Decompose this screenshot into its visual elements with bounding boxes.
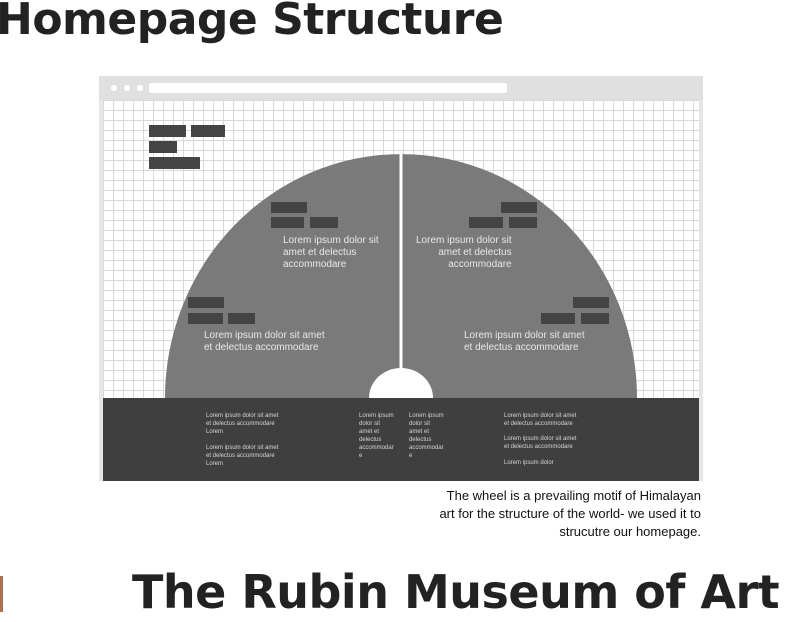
label-block	[271, 217, 304, 228]
wheel-section-bottom-right-text[interactable]: Lorem ipsum dolor sit amet et delectus a…	[464, 330, 585, 353]
homepage-wireframe-mockup: Lorem ipsum dolor sit amet et delectus a…	[99, 76, 703, 481]
label-block	[228, 313, 255, 324]
browser-toolbar	[99, 76, 703, 100]
mockup-caption: The wheel is a prevailing motif of Himal…	[439, 488, 701, 539]
footer-text: Lorem ipsum dolor sit amet et delectus a…	[206, 445, 279, 467]
label-block	[469, 217, 503, 228]
footer-text: Lorem ipsum dolor sit amet et delectus a…	[409, 413, 444, 459]
window-minimize-dot[interactable]	[124, 85, 130, 91]
site-footer-band: Lorem ipsum dolor sit amet et delectus a…	[103, 398, 699, 481]
wireframe-grid-canvas: Lorem ipsum dolor sit amet et delectus a…	[103, 100, 699, 481]
label-block	[310, 217, 338, 228]
page-title: Homepage Structure	[0, 0, 504, 45]
label-block	[501, 202, 537, 213]
wheel-section-bottom-left-text[interactable]: Lorem ipsum dolor sit amet et delectus a…	[204, 330, 325, 353]
label-block	[541, 313, 575, 324]
label-block	[573, 297, 609, 308]
window-maximize-dot[interactable]	[137, 85, 143, 91]
wheel-section-top-left-text[interactable]: Lorem ipsum dolor sit amet et delectus a…	[283, 235, 379, 270]
page-edge-mark	[0, 576, 3, 612]
wheel-hub	[369, 368, 433, 398]
footer-text: Lorem ipsum dolor sit amet et delectus a…	[504, 436, 577, 450]
label-block	[188, 297, 224, 308]
footer-title: The Rubin Museum of Art	[132, 565, 780, 619]
window-close-dot[interactable]	[111, 85, 117, 91]
logo-block	[149, 125, 186, 137]
label-block	[271, 202, 307, 213]
logo-block	[149, 157, 200, 169]
address-bar[interactable]	[149, 83, 507, 93]
label-block	[188, 313, 223, 324]
logo-block	[149, 141, 177, 153]
label-block	[581, 313, 609, 324]
footer-text: Lorem ipsum dolor sit amet et delectus a…	[206, 413, 279, 435]
wheel-section-top-right-text[interactable]: Lorem ipsum dolor sit amet et delectus a…	[416, 235, 512, 270]
wheel-menu	[165, 154, 637, 398]
footer-text: Lorem ipsum dolor sit amet et delectus a…	[359, 413, 394, 459]
footer-text: Lorem ipsum dolor sit amet et delectus a…	[504, 413, 577, 427]
label-block	[509, 217, 537, 228]
footer-text: Lorem ipsum dolor	[504, 460, 554, 466]
logo-block	[191, 125, 225, 137]
